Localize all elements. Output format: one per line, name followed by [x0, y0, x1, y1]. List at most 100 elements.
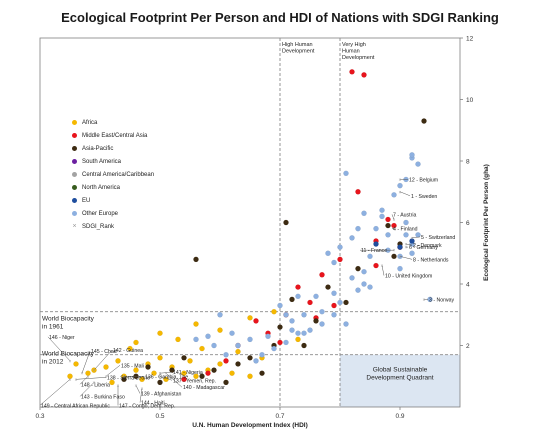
point-middle-east-central-asia: [181, 376, 187, 383]
point-other-europe: [271, 345, 277, 352]
label-leader-line: [93, 349, 113, 371]
x-tick-label: 0.9: [395, 413, 404, 420]
point-other-europe: [259, 351, 265, 358]
point-label: 147 - Congo, Dem. Rep.: [119, 403, 175, 409]
legend-item: × SDGI_Rank: [72, 220, 154, 233]
point-label: 5 - Switzerland: [421, 235, 455, 241]
point-label: 138 - Sierra Leone: [107, 375, 150, 381]
point-other-europe: [415, 232, 421, 238]
legend-label: Africa: [82, 119, 98, 126]
sdgi-rank-marker: ×: [93, 368, 96, 374]
point-asia-pacific: [325, 284, 331, 290]
sdgi-rank-marker: ×: [399, 190, 402, 196]
point-label: 8 - Netherlands: [413, 257, 449, 263]
sdgi-rank-marker: ×: [69, 359, 72, 365]
point-middle-east-central-asia: [361, 72, 367, 78]
point-label: 140 - Madagascar: [183, 385, 225, 391]
point-middle-east-central-asia: [295, 284, 301, 290]
legend-label: North America: [82, 184, 121, 191]
point-other-europe: [361, 281, 367, 287]
legend-label: Middle East/Central Asia: [82, 132, 148, 139]
point-other-europe: [349, 235, 355, 241]
point-label: 6 - Germany: [409, 245, 438, 251]
point-label: 144 - Haiti: [141, 401, 165, 407]
point-africa: [271, 308, 277, 315]
point-africa: [199, 345, 205, 352]
point-other-europe: [283, 311, 289, 318]
high-hdi-label: High Human Development: [282, 42, 315, 55]
point-africa: [85, 370, 91, 376]
legend-marker: ×: [72, 223, 77, 230]
point-other-europe: [391, 192, 397, 198]
point-asia-pacific: [283, 219, 289, 226]
y-tick-label: 2: [466, 343, 470, 350]
point-africa: [133, 339, 139, 346]
legend-item: EU: [72, 194, 154, 207]
legend-swatch: [72, 159, 77, 164]
point-other-europe: [373, 225, 379, 232]
label-leader-line: [405, 243, 413, 246]
point-asia-pacific: [301, 342, 307, 349]
point-other-europe: [409, 152, 415, 158]
y-tick-label: 8: [466, 159, 470, 166]
legend-item: Africa: [72, 116, 154, 129]
point-africa: [109, 379, 115, 386]
label-leader-line: [165, 372, 183, 388]
chart-legend: Africa Middle East/Central Asia Asia-Pacif…: [72, 116, 154, 233]
point-asia-pacific: [193, 256, 199, 263]
point-label: 136 - Gambia, The: [145, 374, 188, 380]
point-africa: [103, 364, 109, 370]
point-other-europe: [331, 311, 337, 318]
point-label: 3 - Norway: [429, 297, 454, 303]
label-leader-line: [75, 377, 107, 380]
legend-swatch: [72, 146, 77, 151]
point-other-europe: [343, 170, 349, 177]
legend-label: Central America/Caribbean: [82, 171, 155, 178]
point-other-europe: [343, 321, 349, 327]
point-other-europe: [385, 232, 391, 238]
legend-swatch: [72, 211, 77, 216]
label-leader-line: [105, 365, 121, 377]
point-asia-pacific: [259, 370, 265, 376]
point-other-europe: [367, 284, 373, 290]
point-other-europe: [247, 336, 253, 343]
sdgi-rank-marker: ×: [87, 374, 90, 380]
label-leader-line: [399, 256, 413, 260]
point-asia-pacific: [247, 355, 253, 361]
legend-item: Asia-Pacific: [72, 142, 154, 155]
y-axis-title: Ecological Footprint Per Person (gha): [483, 164, 490, 281]
point-other-europe: [409, 250, 415, 256]
point-other-europe: [331, 259, 337, 266]
sdgi-rank-marker: ×: [399, 177, 402, 183]
point-eu: [397, 244, 403, 250]
point-label: 11 - France: [361, 248, 387, 254]
point-africa: [157, 330, 163, 336]
point-other-europe: [307, 327, 313, 333]
label-leader-line: [159, 376, 173, 381]
sdgi-rank-marker: ×: [159, 374, 162, 380]
legend-label: SDGI_Rank: [82, 223, 115, 230]
point-africa: [115, 358, 121, 364]
point-label: 148 - Liberia: [81, 382, 110, 388]
point-other-europe: [283, 339, 289, 346]
point-other-europe: [295, 293, 301, 300]
sdgi-rank-marker: ×: [381, 264, 384, 270]
sdgi-rank-marker: ×: [81, 371, 84, 377]
point-label: 1 - Sweden: [411, 194, 437, 200]
point-label: 7 - Austria: [393, 212, 416, 218]
point-asia-pacific: [169, 367, 175, 373]
biocapacity-2012-label: World Biocapacity in 2012: [42, 351, 95, 366]
x-axis-title: U.N. Human Development Index (HDI): [192, 422, 308, 429]
sdgi-rank-marker: ×: [423, 297, 426, 303]
point-other-europe: [313, 293, 319, 300]
label-leader-line: [79, 382, 95, 397]
point-africa: [193, 321, 199, 327]
point-label: 142 - Guinea: [113, 348, 143, 354]
very-high-hdi-label: Very High Human Development: [342, 42, 375, 61]
label-leader-line: [135, 385, 141, 394]
legend-label: South America: [82, 158, 122, 165]
point-other-europe: [415, 161, 421, 167]
x-tick-label: 0.3: [35, 413, 44, 420]
point-middle-east-central-asia: [277, 339, 283, 346]
